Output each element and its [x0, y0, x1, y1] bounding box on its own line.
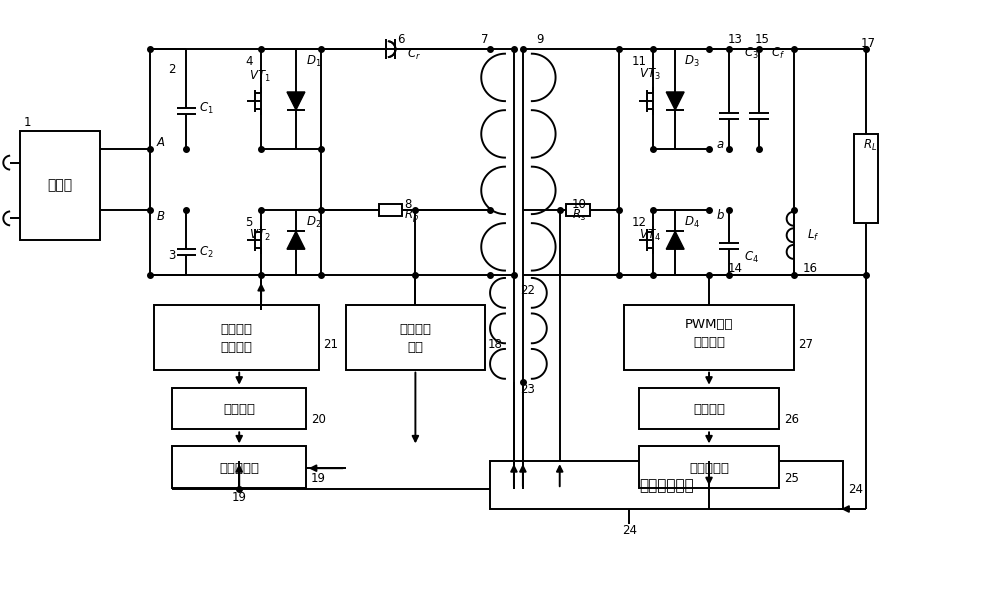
Text: $D_1$: $D_1$: [306, 53, 321, 69]
Bar: [154, 305, 319, 370]
Text: $C_f$: $C_f$: [771, 46, 785, 60]
Text: 11: 11: [632, 55, 647, 68]
Text: PWM整流: PWM整流: [685, 319, 733, 331]
Text: 24: 24: [622, 524, 637, 537]
Polygon shape: [287, 92, 305, 110]
Bar: [379, 204, 402, 216]
Text: 14: 14: [727, 262, 742, 275]
Text: $R_L$: $R_L$: [863, 138, 877, 153]
Text: 19: 19: [311, 471, 326, 485]
Text: 9: 9: [536, 33, 544, 46]
Text: B: B: [157, 210, 165, 223]
Text: 3: 3: [168, 249, 175, 262]
Text: 8: 8: [404, 198, 412, 211]
Text: 微处理器: 微处理器: [693, 403, 725, 416]
Bar: [624, 305, 794, 370]
Text: $L_f$: $L_f$: [807, 228, 819, 243]
Text: $VT_3$: $VT_3$: [639, 66, 661, 81]
Text: $D_3$: $D_3$: [684, 53, 700, 69]
Text: $VT_4$: $VT_4$: [639, 228, 661, 243]
Text: 2: 2: [168, 62, 175, 75]
Text: $D_4$: $D_4$: [684, 215, 700, 230]
Text: 6: 6: [397, 33, 404, 46]
Polygon shape: [666, 92, 684, 110]
Polygon shape: [287, 231, 305, 249]
Text: 5: 5: [245, 216, 253, 229]
Text: $C_4$: $C_4$: [744, 250, 759, 265]
Text: $VT_2$: $VT_2$: [249, 228, 271, 243]
Text: 21: 21: [323, 338, 338, 351]
Bar: [172, 446, 306, 488]
Bar: [639, 446, 779, 488]
Text: 1: 1: [23, 116, 31, 129]
Text: a: a: [717, 138, 724, 151]
Text: 27: 27: [799, 338, 814, 351]
Text: $C_3$: $C_3$: [744, 46, 759, 60]
Bar: [639, 388, 779, 429]
Text: 16: 16: [803, 262, 818, 275]
Text: 12: 12: [632, 216, 647, 229]
Bar: [346, 305, 485, 370]
Text: 25: 25: [784, 471, 799, 485]
Text: 19: 19: [232, 491, 247, 504]
Text: 高频逆变: 高频逆变: [220, 323, 252, 337]
Bar: [854, 134, 878, 223]
Text: 模数转换器: 模数转换器: [689, 462, 729, 475]
Text: 24: 24: [848, 483, 863, 495]
Text: 10: 10: [572, 198, 587, 211]
Text: $C_1$: $C_1$: [199, 101, 214, 116]
Text: 信号调理: 信号调理: [399, 323, 431, 337]
Text: 22: 22: [520, 283, 535, 297]
Text: 20: 20: [311, 413, 326, 426]
Polygon shape: [666, 231, 684, 249]
Text: $C_2$: $C_2$: [199, 244, 214, 260]
Text: 整流器: 整流器: [47, 179, 73, 192]
Text: $C_r$: $C_r$: [407, 47, 421, 62]
Text: 17: 17: [861, 37, 876, 50]
Bar: [150, 49, 321, 275]
Text: 13: 13: [727, 33, 742, 46]
Text: 4: 4: [245, 55, 253, 68]
Text: 7: 7: [481, 33, 489, 46]
Text: 15: 15: [754, 33, 769, 46]
Text: 23: 23: [520, 383, 535, 396]
Text: $D_2$: $D_2$: [306, 215, 321, 230]
Bar: [20, 131, 100, 240]
Text: $R_p$: $R_p$: [404, 207, 419, 224]
Text: 26: 26: [784, 413, 799, 426]
Text: 电路: 电路: [407, 341, 423, 354]
Text: 信号调理电路: 信号调理电路: [639, 479, 694, 494]
Text: b: b: [717, 209, 724, 222]
Text: 驱动电路: 驱动电路: [693, 336, 725, 349]
Text: $R_s$: $R_s$: [572, 208, 586, 223]
Bar: [172, 388, 306, 429]
Bar: [619, 49, 794, 275]
Bar: [566, 204, 590, 216]
Text: 驱动电路: 驱动电路: [220, 341, 252, 354]
Text: $VT_1$: $VT_1$: [249, 68, 271, 84]
Bar: [490, 461, 843, 509]
Text: 18: 18: [488, 338, 503, 351]
Text: 模数转换器: 模数转换器: [219, 462, 259, 475]
Text: 微处理器: 微处理器: [223, 403, 255, 416]
Text: A: A: [157, 136, 165, 149]
